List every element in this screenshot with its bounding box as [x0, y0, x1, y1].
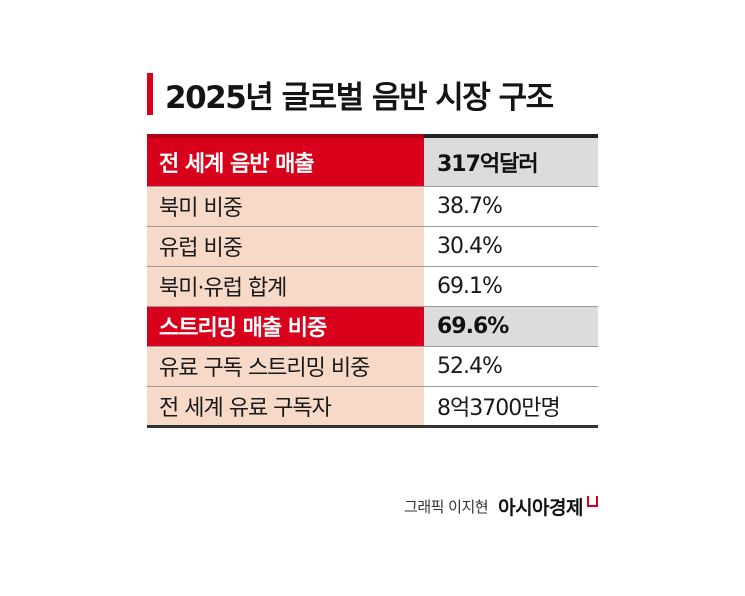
table-row: 전 세계 음반 매출 317억달러: [147, 134, 598, 187]
page-title: 2025년 글로벌 음반 시장 구조: [165, 79, 554, 116]
row-value: 69.1%: [424, 266, 598, 307]
table-row: 북미·유럽 합계 69.1%: [147, 266, 598, 307]
table-row: 유료 구독 스트리밍 비중 52.4%: [147, 346, 598, 387]
row-value: 30.4%: [424, 226, 598, 267]
row-label: 유료 구독 스트리밍 비중: [147, 346, 424, 387]
row-label: 유럽 비중: [147, 226, 424, 267]
row-label: 스트리밍 매출 비중: [147, 306, 424, 347]
row-value: 52.4%: [424, 346, 598, 387]
table-row: 전 세계 유료 구독자 8억3700만명: [147, 386, 598, 428]
row-value: 317억달러: [424, 134, 598, 187]
brand-logo: 아시아경제: [498, 497, 583, 519]
row-value: 38.7%: [424, 186, 598, 227]
graphic-author: 그래픽 이지현: [404, 498, 489, 516]
title-accent-bar: [147, 73, 153, 115]
credit-line: 그래픽 이지현 아시아경제: [404, 493, 598, 520]
table-row: 유럽 비중 30.4%: [147, 226, 598, 267]
row-label: 북미·유럽 합계: [147, 266, 424, 307]
table-row: 북미 비중 38.7%: [147, 186, 598, 227]
table-row: 스트리밍 매출 비중 69.6%: [147, 306, 598, 347]
market-structure-table: 전 세계 음반 매출 317억달러 북미 비중 38.7% 유럽 비중 30.4…: [147, 134, 598, 428]
row-label: 전 세계 음반 매출: [147, 134, 424, 187]
row-label: 북미 비중: [147, 186, 424, 227]
row-value: 69.6%: [424, 306, 598, 347]
row-value: 8억3700만명: [424, 386, 598, 428]
row-label: 전 세계 유료 구독자: [147, 386, 424, 428]
title-block: 2025년 글로벌 음반 시장 구조: [147, 72, 554, 116]
brand-mark-icon: [587, 496, 598, 507]
